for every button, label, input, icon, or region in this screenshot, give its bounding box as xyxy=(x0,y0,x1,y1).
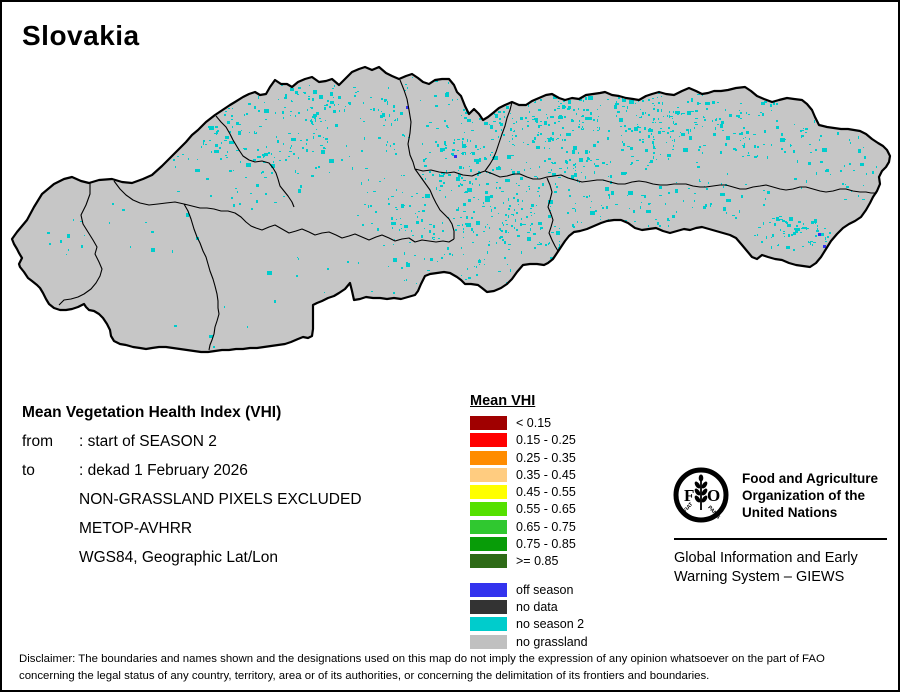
svg-text:O: O xyxy=(707,486,720,505)
info-line-text: : start of SEASON 2 xyxy=(79,433,217,450)
disclaimer-line: Disclaimer: The boundaries and names sho… xyxy=(19,653,825,665)
info-lines: from : start of SEASON 2 to : dekad 1 Febr… xyxy=(22,427,362,572)
legend-swatch xyxy=(470,537,507,552)
legend-label: no data xyxy=(516,599,558,614)
svg-text:F: F xyxy=(684,486,694,505)
legend-label: no grassland xyxy=(516,634,588,649)
legend-classes: < 0.15 0.15 - 0.25 0.25 - 0.35 0.35 - 0.… xyxy=(470,416,588,569)
giews-caption: Global Information and Early Warning Syst… xyxy=(674,549,890,587)
legend-swatch xyxy=(470,485,507,500)
info-line: METOP-AVHRR xyxy=(22,514,362,543)
legend-swatch xyxy=(470,599,507,614)
legend-swatch xyxy=(470,502,507,517)
fao-org-line: Food and Agriculture xyxy=(742,471,878,486)
page-title: Slovakia xyxy=(22,20,140,51)
legend-label: >= 0.85 xyxy=(516,554,559,569)
legend-row: no season 2 xyxy=(470,617,588,632)
vhi-map xyxy=(10,65,892,354)
legend-row: 0.15 - 0.25 xyxy=(470,433,588,448)
legend-extra-classes: off season no data no season 2 no grassl… xyxy=(470,582,588,649)
info-line-text: NON-GRASSLAND PIXELS EXCLUDED xyxy=(79,491,362,508)
legend-swatch xyxy=(470,433,507,448)
fao-org-name: Food and Agriculture Organization of the U… xyxy=(742,470,878,521)
info-line-label: to xyxy=(22,462,35,479)
legend-swatch xyxy=(470,554,507,569)
info-line-label: from xyxy=(22,433,53,450)
map-info-block: Mean Vegetation Health Index (VHI) from:… xyxy=(22,398,362,572)
legend-label: no season 2 xyxy=(516,617,585,632)
legend-row: 0.75 - 0.85 xyxy=(470,537,588,552)
legend-title: Mean VHI xyxy=(470,393,536,409)
info-line-text: METOP-AVHRR xyxy=(79,520,193,537)
info-heading: Mean Vegetation Health Index (VHI) xyxy=(22,404,282,421)
legend-swatch xyxy=(470,467,507,482)
legend-label: 0.55 - 0.65 xyxy=(516,502,576,517)
legend-row: 0.55 - 0.65 xyxy=(470,502,588,517)
info-line: from : start of SEASON 2 xyxy=(22,427,362,456)
legend-swatch xyxy=(470,519,507,534)
info-line-text: WGS84, Geographic Lat/Lon xyxy=(79,549,279,566)
legend-label: 0.35 - 0.45 xyxy=(516,467,576,482)
fao-logo-icon: F O FIAT PANIS xyxy=(673,467,729,523)
info-line: NON-GRASSLAND PIXELS EXCLUDED xyxy=(22,485,362,514)
legend-label: 0.65 - 0.75 xyxy=(516,519,576,534)
fao-block: F O FIAT PANIS Food and Agriculture Organ… xyxy=(672,466,890,587)
info-line: WGS84, Geographic Lat/Lon xyxy=(22,543,362,572)
vhi-legend: Mean VHI < 0.15 0.15 - 0.25 0.25 - 0.35 xyxy=(470,393,588,652)
info-line-text: : dekad 1 February 2026 xyxy=(79,462,248,479)
legend-row: 0.45 - 0.55 xyxy=(470,485,588,500)
fao-org-line: Organization of the xyxy=(742,488,865,503)
legend-gap xyxy=(470,572,588,583)
legend-row: 0.35 - 0.45 xyxy=(470,467,588,482)
legend-label: off season xyxy=(516,582,574,597)
legend-row: >= 0.85 xyxy=(470,554,588,569)
legend-label: 0.45 - 0.55 xyxy=(516,485,576,500)
legend-label: < 0.15 xyxy=(516,416,552,430)
info-line: to : dekad 1 February 2026 xyxy=(22,456,362,485)
legend-row: 0.65 - 0.75 xyxy=(470,519,588,534)
giews-line: Global Information and Early xyxy=(674,550,858,566)
legend-swatch xyxy=(470,634,507,649)
legend-row: off season xyxy=(470,582,588,597)
giews-line: Warning System – GIEWS xyxy=(674,569,845,585)
disclaimer-line: concerning the legal status of any count… xyxy=(19,669,710,682)
country-area xyxy=(12,67,890,352)
wheat-ear-icon xyxy=(694,474,708,510)
legend-label: 0.15 - 0.25 xyxy=(516,433,576,448)
fao-org-line: United Nations xyxy=(742,505,838,520)
legend-label: 0.25 - 0.35 xyxy=(516,450,576,465)
legend-row: < 0.15 xyxy=(470,416,588,430)
legend-label: 0.75 - 0.85 xyxy=(516,537,576,552)
disclaimer: Disclaimer: The boundaries and names sho… xyxy=(19,651,887,684)
legend-swatch xyxy=(470,416,507,430)
fao-divider xyxy=(674,538,887,540)
legend-row: 0.25 - 0.35 xyxy=(470,450,588,465)
legend-row: no grassland xyxy=(470,634,588,649)
legend-swatch xyxy=(470,450,507,465)
region-boundaries xyxy=(58,79,877,351)
legend-swatch xyxy=(470,582,507,597)
legend-swatch xyxy=(470,617,507,632)
legend-row: no data xyxy=(470,599,588,614)
